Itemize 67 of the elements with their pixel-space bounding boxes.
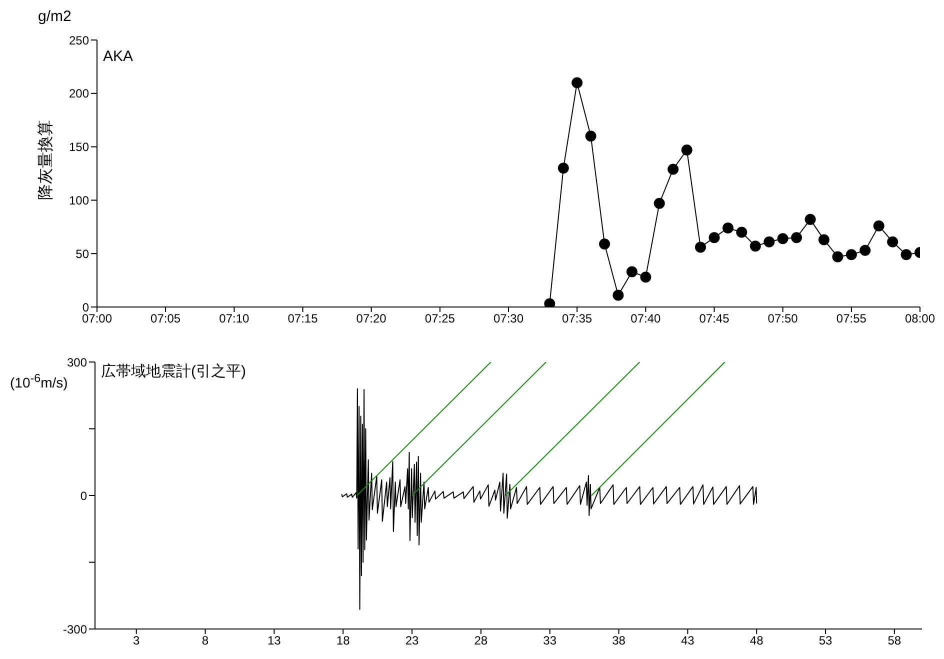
point bbox=[804, 214, 816, 225]
x-tick-label: 07:10 bbox=[219, 312, 250, 326]
point bbox=[818, 234, 830, 246]
point bbox=[585, 130, 596, 142]
x-tick-label: 07:20 bbox=[356, 312, 387, 326]
point bbox=[558, 162, 569, 174]
point bbox=[764, 236, 775, 248]
point bbox=[681, 144, 692, 156]
point bbox=[846, 249, 857, 260]
x-tick-label: 38 bbox=[612, 634, 626, 648]
x-tick-label: 07:45 bbox=[699, 312, 730, 326]
point bbox=[708, 232, 720, 244]
point bbox=[572, 77, 583, 88]
line-series bbox=[341, 388, 758, 610]
y-tick-label: 0 bbox=[82, 300, 90, 314]
point bbox=[750, 240, 761, 252]
x-tick-label: 23 bbox=[405, 634, 420, 648]
point bbox=[860, 244, 871, 256]
x-tick-label: 8 bbox=[202, 634, 209, 648]
x-tick-label: 07:35 bbox=[562, 312, 592, 326]
point bbox=[599, 238, 610, 250]
point bbox=[900, 249, 912, 260]
y-tick-label: 250 bbox=[68, 33, 90, 48]
point bbox=[695, 242, 706, 253]
x-tick-label: 18 bbox=[336, 634, 350, 648]
point bbox=[544, 298, 556, 307]
x-tick-label: 07:40 bbox=[630, 312, 662, 326]
x-tick-label: 07:15 bbox=[288, 312, 318, 326]
y-tick-label: 200 bbox=[68, 86, 90, 101]
x-tick-label: 43 bbox=[681, 634, 695, 648]
x-tick-label: 08:00 bbox=[904, 312, 936, 326]
x-tick-label: 07:50 bbox=[768, 312, 798, 326]
y-tick-label: 0 bbox=[80, 488, 88, 503]
point bbox=[722, 222, 734, 234]
x-tick-label: 53 bbox=[818, 634, 833, 648]
y-axis-title: 降灰量換算 bbox=[36, 120, 56, 200]
x-tick-label: 07:55 bbox=[836, 312, 867, 326]
chart-title: 広帯域地震計(引之平) bbox=[101, 362, 246, 381]
x-tick-label: 58 bbox=[888, 634, 902, 648]
x-tick-label: 28 bbox=[474, 634, 488, 648]
x-tick-label: 07:25 bbox=[424, 312, 456, 326]
x-tick-label: 3 bbox=[133, 634, 140, 648]
point bbox=[887, 236, 898, 248]
x-tick-label: 07:00 bbox=[82, 312, 112, 326]
x-tick-label: 07:30 bbox=[493, 312, 524, 326]
point bbox=[626, 266, 638, 278]
point bbox=[777, 233, 788, 244]
y-axis-title: (10$^{-6}$m/s) bbox=[10, 372, 68, 391]
point bbox=[873, 220, 884, 232]
y-tick-label: 150 bbox=[68, 140, 90, 154]
y-tick-label: 50 bbox=[76, 246, 90, 261]
x-tick-label: 07:05 bbox=[150, 312, 181, 326]
x-tick-label: 33 bbox=[543, 634, 557, 648]
x-tick-label: 13 bbox=[268, 634, 282, 648]
y-tick-label: 100 bbox=[68, 193, 90, 208]
point bbox=[736, 226, 748, 238]
y-tick-label: 300 bbox=[66, 355, 88, 370]
point bbox=[654, 198, 665, 209]
x-tick-label: 48 bbox=[750, 634, 764, 648]
point bbox=[612, 290, 624, 301]
text: AKA bbox=[103, 48, 134, 65]
point bbox=[791, 232, 802, 244]
y-tick-label: -300 bbox=[62, 622, 88, 636]
point bbox=[832, 251, 844, 262]
text: g/m2 bbox=[38, 8, 72, 25]
point bbox=[668, 164, 679, 175]
point bbox=[640, 272, 652, 283]
